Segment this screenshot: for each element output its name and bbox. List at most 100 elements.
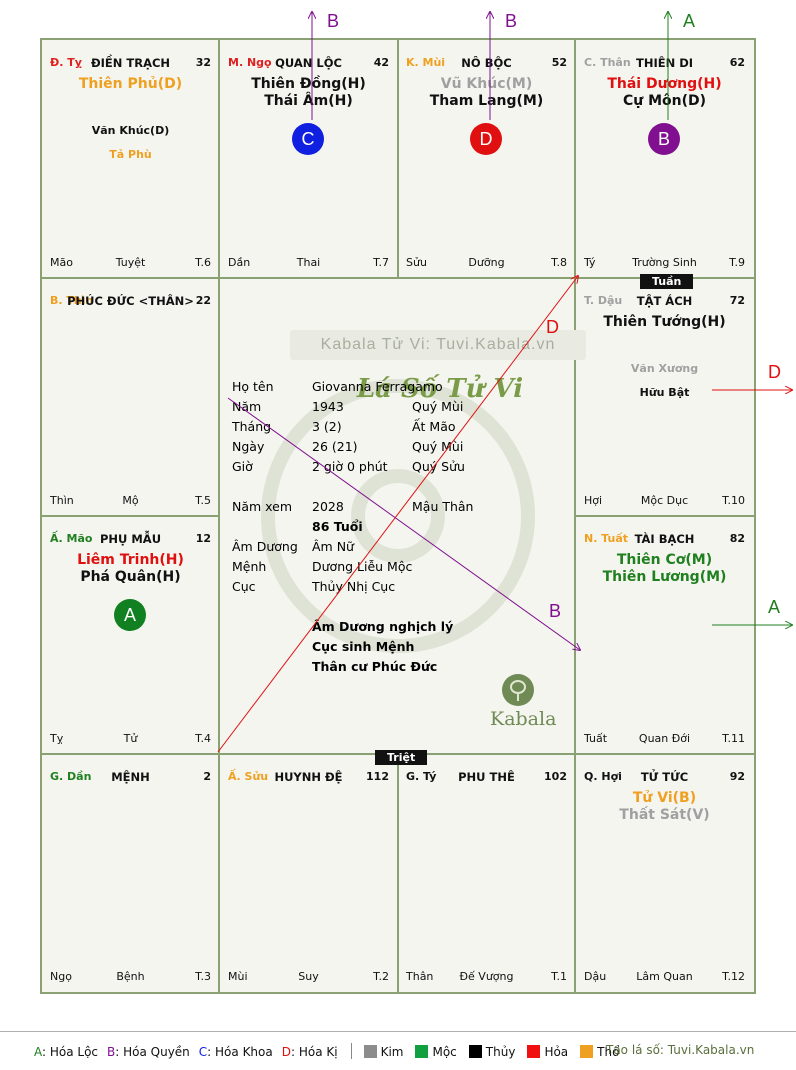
grid-lines [42, 40, 754, 992]
minor-star: Văn Xương [630, 362, 699, 375]
palace-tuat[interactable]: N. Tuất TÀI BẠCH 82 Thiên Cơ(M) Thiên Lương(… [576, 516, 753, 753]
info-label: Giờ [232, 459, 253, 474]
main-star: Liêm Trinh(H) [77, 552, 184, 568]
palace-name: TẬT ÁCH [636, 294, 693, 308]
info-value: 1943 [312, 399, 344, 414]
hoa-badge: D [470, 123, 502, 155]
palace-hoi[interactable]: Q. Hợi TỬ TỨC 92 Tử Vi(B) Thất Sát(V) Dậu Lâm … [576, 754, 753, 991]
legend-hoa: A: Hóa Lộc [34, 1045, 99, 1059]
palace-stage: Dưỡng [468, 256, 505, 269]
palace-tyy[interactable]: G. Tý PHU THÊ 102 Thân Đế Vượng T.1 [398, 754, 575, 991]
info-label: Mệnh [232, 559, 267, 574]
palace-number: 72 [729, 294, 745, 307]
palace-stage: Quan Đới [638, 732, 691, 745]
palace-name: HUYNH ĐỆ [274, 770, 343, 784]
footer-divider [0, 1031, 796, 1032]
tuan-tag: Tuần [640, 274, 694, 289]
main-stars: Thiên Tướng(H) [576, 314, 753, 331]
bagua-watermark [261, 379, 535, 653]
main-stars: Thái Dương(H) Cự Môn(D) [576, 76, 753, 110]
palace-branch: Mão [50, 256, 73, 269]
palace-stage: Trường Sinh [632, 256, 697, 269]
palace-number: 2 [203, 770, 211, 783]
palace-number: 102 [544, 770, 567, 783]
palace-branch: Ngọ [50, 970, 72, 983]
palace-can: N. Tuất [584, 532, 629, 545]
palace-dan[interactable]: G. Dần MỆNH 2 Ngọ Bệnh T.3 [42, 754, 219, 991]
info-value: Âm Nữ [312, 539, 354, 554]
palace-mui[interactable]: K. Mùi NÔ BỘC 52 Vũ Khúc(M) Tham Lang(M) D Sửu… [398, 40, 575, 277]
tuvi-chart: Kabala Tử Vi: Tuvi.Kabala.vn Lá Số Tử Vi… [40, 38, 756, 994]
main-star: Thiên Lương(M) [602, 569, 727, 585]
main-stars: Thiên Phủ(D) [42, 76, 219, 93]
palace-number: 92 [729, 770, 745, 783]
info-label: Cục [232, 579, 256, 594]
logo-text: Kabala [490, 708, 557, 730]
legend-divider [350, 1043, 352, 1059]
legend-hoa: C: Hóa Khoa [198, 1045, 273, 1059]
palace-age: T.12 [722, 970, 745, 983]
palace-branch: Thân [406, 970, 434, 983]
main-star: Thiên Phủ(D) [78, 76, 183, 92]
palace-name: PHU THÊ [458, 770, 515, 784]
info-value: 2 giờ 0 phút [312, 459, 388, 474]
palace-name: THIÊN DI [635, 56, 694, 70]
palace-age: T.9 [729, 256, 745, 269]
palace-number: 82 [729, 532, 745, 545]
arrow-label-b3: B [549, 601, 562, 621]
palace-branch: Tuất [584, 732, 608, 745]
palace-number: 12 [195, 532, 211, 545]
tree-icon [502, 674, 534, 706]
arrow-label-d2: D [546, 317, 559, 337]
palace-can: K. Mùi [406, 56, 446, 69]
main-stars: Tử Vi(B) Thất Sát(V) [576, 790, 753, 824]
palace-number: 62 [729, 56, 745, 69]
palace-branch: Dậu [584, 970, 607, 983]
info-value-2: Quý Mùi [412, 399, 464, 414]
legend: A: Hóa Lộc B: Hóa Quyền C: Hóa Khoa D: Hóa … [34, 1043, 631, 1059]
palace-age: T.11 [722, 732, 745, 745]
palace-age: T.6 [195, 256, 211, 269]
info-note: Thân cư Phúc Đức [312, 659, 438, 674]
arrow-b-diagonal [227, 397, 580, 650]
age-value: 86 Tuổi [312, 519, 363, 534]
palace-stage: Lâm Quan [636, 970, 693, 983]
info-value-2: Ất Mão [412, 419, 456, 434]
palace-stage: Đế Vượng [459, 970, 514, 983]
palace-ty[interactable]: Đ. Tỵ ĐIỀN TRẠCH 32 Thiên Phủ(D) Văn Khúc(D)… [42, 40, 219, 277]
info-note: Cục sinh Mệnh [312, 639, 415, 654]
palace-suu[interactable]: Ấ. Sửu HUYNH ĐỆ 112 Mùi Suy T.2 [220, 754, 397, 991]
palace-than[interactable]: C. Thân THIÊN DI 62 Thái Dương(H) Cự Môn(D) B… [576, 40, 753, 277]
palace-dau[interactable]: T. Dậu TẬT ÁCH 72 Thiên Tướng(H) Văn Xương Hữ… [576, 278, 753, 515]
palace-name: NÔ BỘC [461, 56, 512, 70]
palace-number: 42 [373, 56, 389, 69]
palace-age: T.7 [373, 256, 389, 269]
site-link[interactable]: Tạo lá số: Tuvi.Kabala.vn [606, 1043, 755, 1057]
info-label: Ngày [232, 439, 265, 454]
main-star: Thiên Tướng(H) [603, 314, 726, 330]
element-swatch [580, 1045, 594, 1058]
palace-stage: Tuyệt [115, 256, 146, 269]
main-star: Vũ Khúc(M) [440, 76, 533, 92]
palace-branch: Thìn [50, 494, 74, 507]
palace-thin[interactable]: B. Thìn PHÚC ĐỨC <THÂN> 22 Thìn Mộ T.5 [42, 278, 219, 515]
palace-ngo[interactable]: M. Ngọ QUAN LỘC 42 Thiên Đồng(H) Thái Âm(H) C… [220, 40, 397, 277]
element-swatch [527, 1045, 541, 1058]
palace-stage: Thai [296, 256, 321, 269]
info-label: Năm [232, 399, 262, 414]
palace-number: 32 [195, 56, 211, 69]
info-value-2: Quý Mùi [412, 439, 464, 454]
palace-branch: Sửu [406, 256, 427, 269]
info-note: Âm Dương nghịch lý [312, 619, 454, 634]
minor-star: Tả Phù [109, 148, 152, 161]
info-value: Giovanna Ferragamo [312, 379, 443, 394]
palace-age: T.5 [195, 494, 211, 507]
palace-mao[interactable]: Ấ. Mão PHỤ MẪU 12 Liêm Trinh(H) Phá Quân(H) A… [42, 516, 219, 753]
palace-name: PHỤ MẪU [99, 532, 162, 546]
palace-can: Đ. Tỵ [50, 56, 82, 69]
arrow-label-a2: A [768, 597, 781, 617]
palace-number: 22 [195, 294, 211, 307]
palace-name: MỆNH [111, 770, 150, 784]
palace-age: T.8 [551, 256, 567, 269]
